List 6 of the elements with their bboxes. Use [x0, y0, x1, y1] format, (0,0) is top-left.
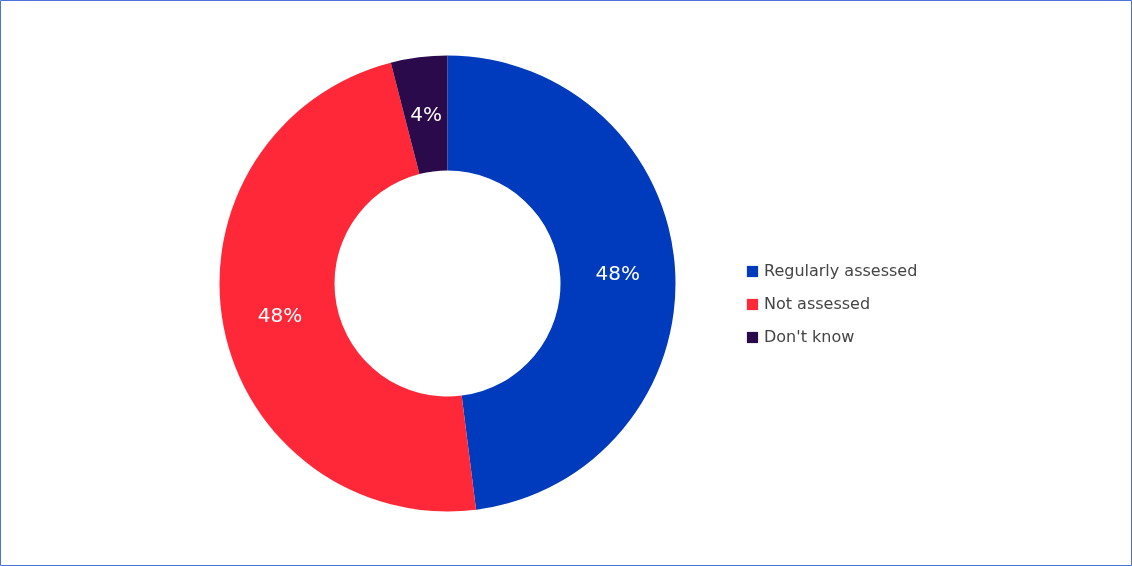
legend-label: Regularly assessed	[764, 261, 918, 280]
data-label: 48%	[257, 303, 303, 328]
legend-label: Don't know	[764, 327, 855, 346]
data-label: 48%	[595, 260, 640, 285]
data-label: 4%	[410, 102, 442, 127]
legend-label: Not assessed	[764, 294, 871, 313]
